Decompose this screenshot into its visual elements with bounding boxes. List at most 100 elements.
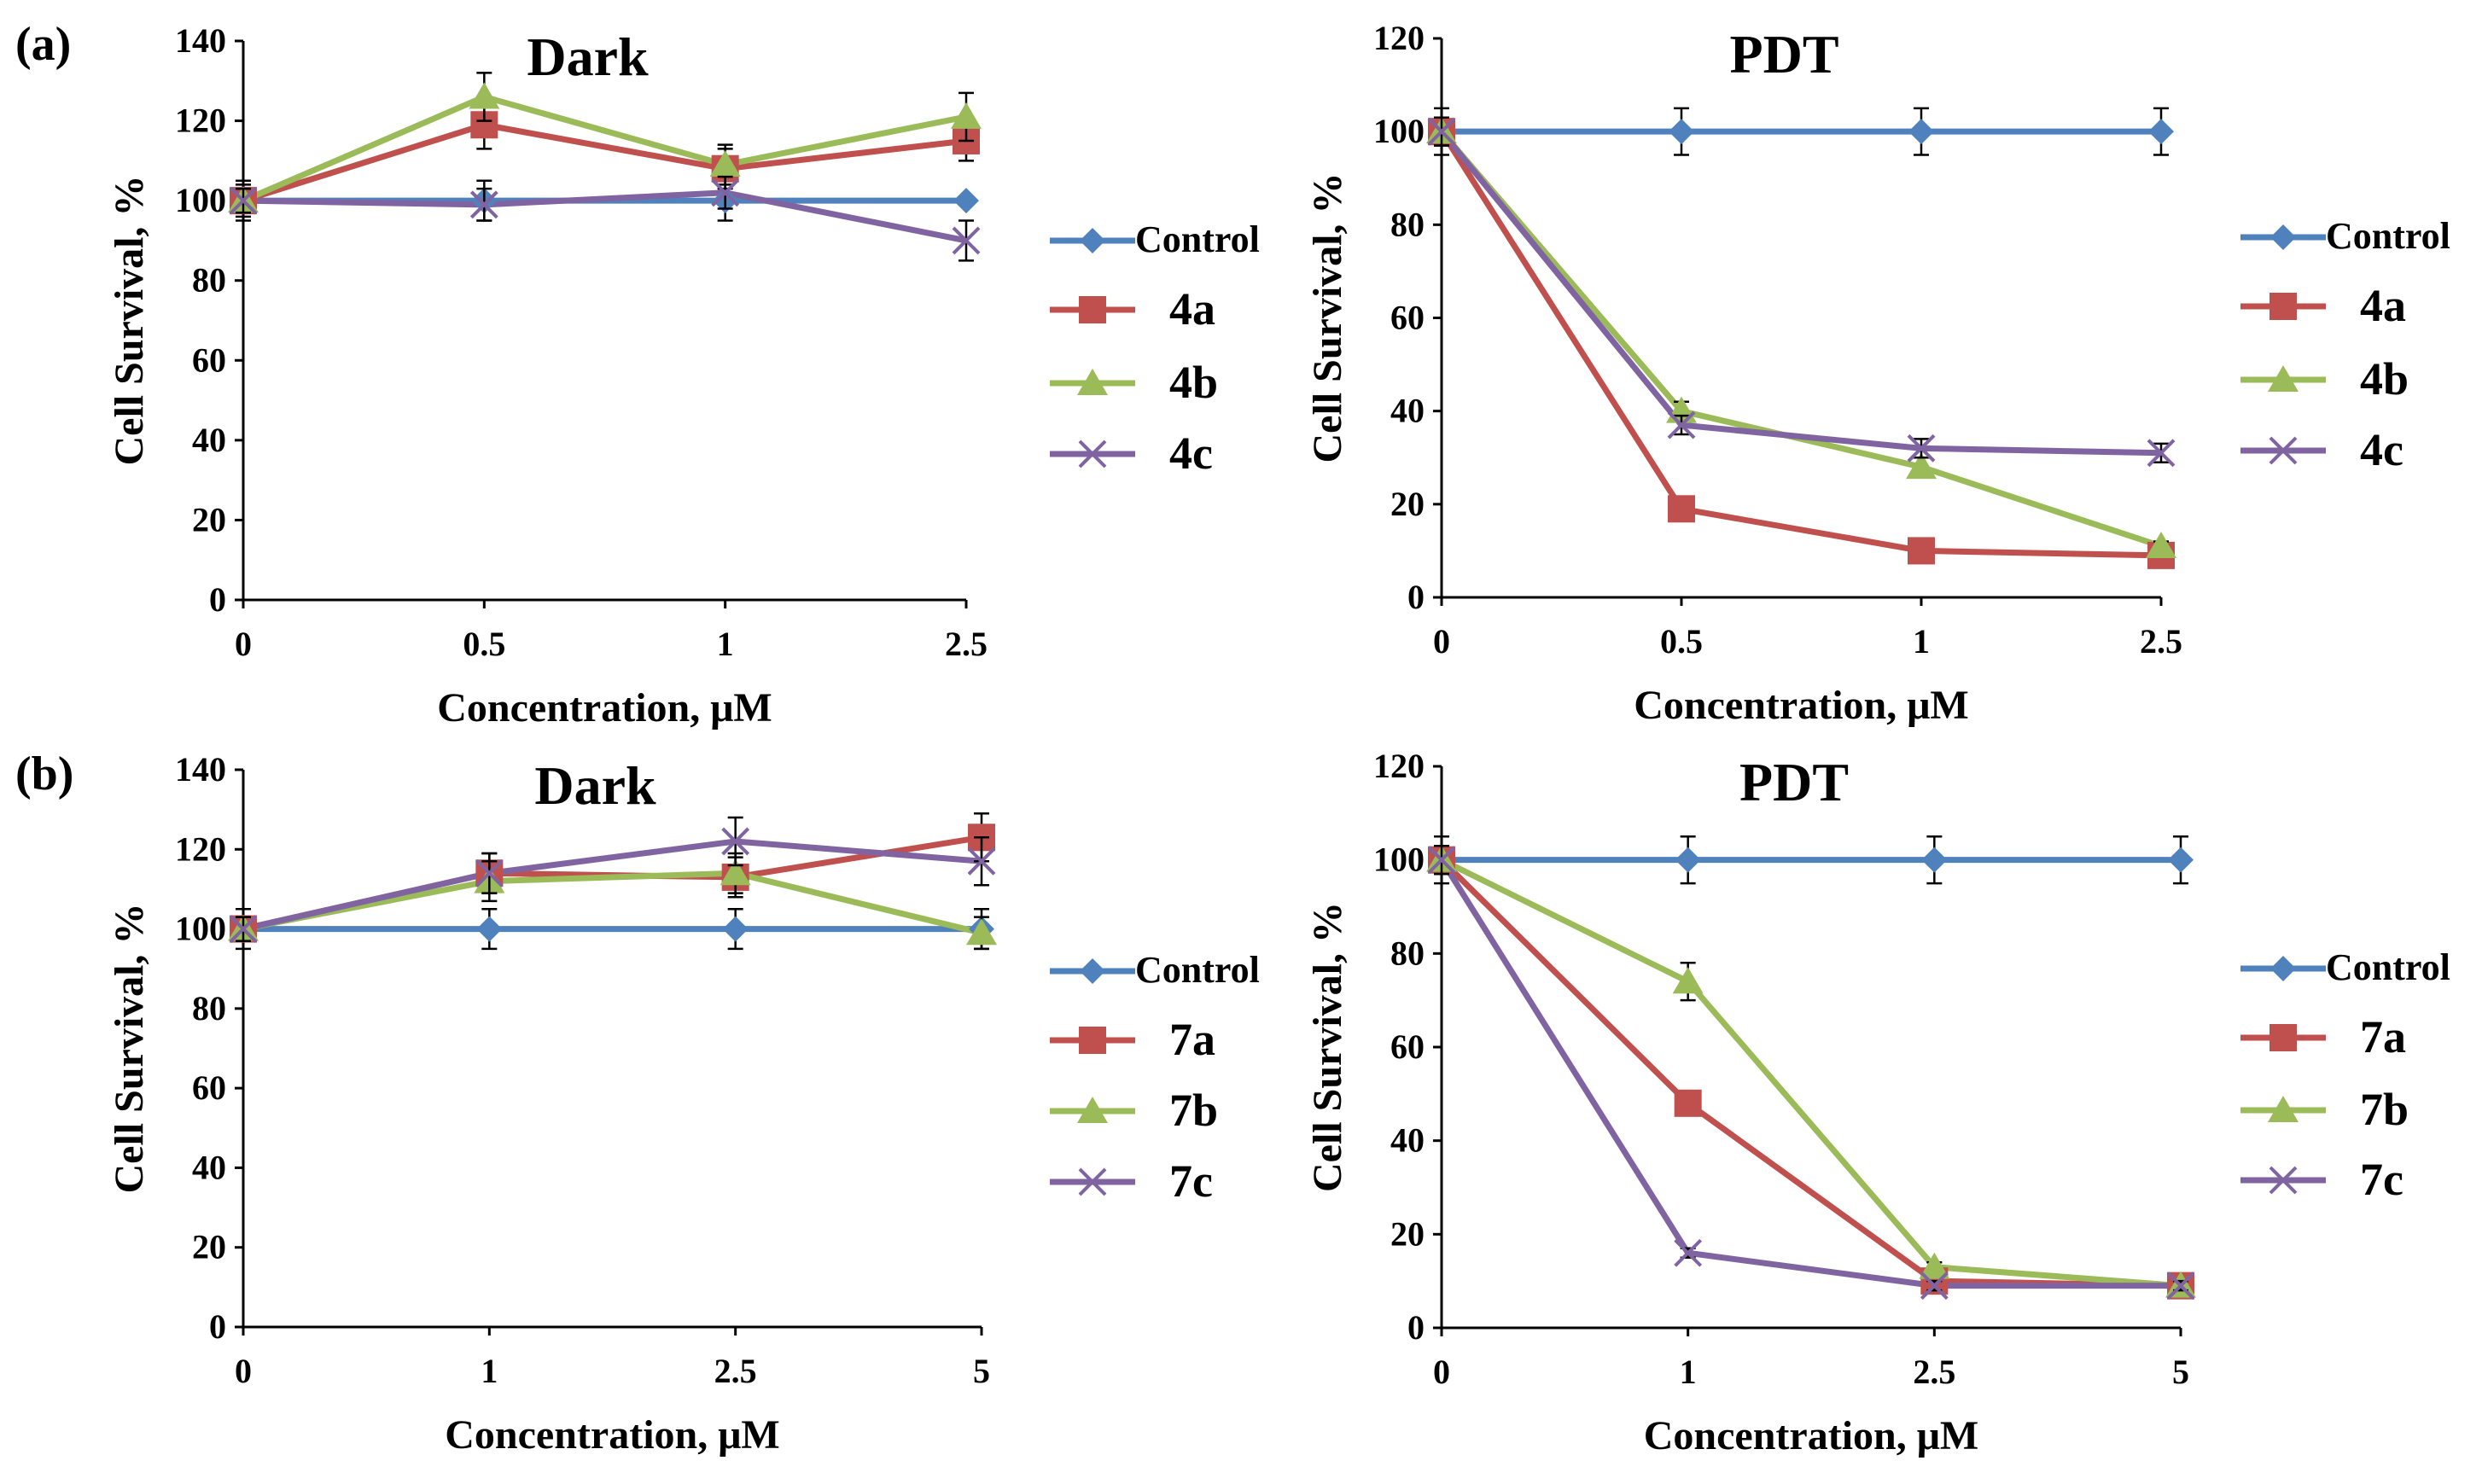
data-point-4c-0 [1427,117,1456,146]
data-point-7b-5 [966,918,997,946]
series-4b [1426,116,2176,558]
legend-marker-4c [2269,436,2298,465]
y-tick-label: 0 [1407,578,1425,616]
legend: Control 7a 7b 7c [1050,949,1260,1207]
y-tick-label: 20 [192,1228,226,1266]
chart-4: PDT 0 20 40 60 80 100 120 0 1 2.5 5 Concentration, μ… [1305,747,2450,1458]
legend: Control 7a 7b 7c [2240,946,2450,1205]
legend-label-7a: 7a [1169,1014,1215,1065]
data-point-Control-2.5 [953,188,979,214]
y-tick-label: 140 [175,750,226,789]
legend-marker-4c [1078,439,1107,468]
series-line-4c [1439,129,2162,457]
data-point-4b-0.5 [469,82,500,109]
y-tick-label: 40 [1390,1121,1425,1160]
data-point-7c-5 [2166,1272,2195,1301]
y-tick-label: 0 [209,580,226,619]
series-line-7c [1439,858,2181,1289]
y-tick-label: 120 [1373,747,1425,785]
x-tick-label: 1 [1680,1353,1697,1391]
y-tick-label: 120 [1373,19,1425,57]
y-tick-label: 60 [192,340,226,379]
data-point-7a-1 [1674,1089,1702,1117]
y-tick-label: 0 [209,1307,226,1346]
legend-label-7a: 7a [2360,1011,2406,1062]
y-tick-label: 80 [1390,205,1425,243]
series-7b [228,852,997,951]
data-point-Control-5 [2168,847,2194,873]
chart-title: PDT [1739,752,1849,812]
data-point-4c-2.5 [2147,439,2176,468]
series-line-4c [242,189,967,244]
data-point-4b-1 [1906,452,1937,480]
x-tick-label: 1 [1913,622,1930,661]
data-point-7c-2.5 [721,827,750,856]
y-tick-label: 100 [1373,112,1425,150]
legend-marker-7a [1079,1027,1106,1054]
x-axis-label: Concentration, μM [445,1412,779,1458]
data-point-4c-1 [711,178,740,207]
x-tick-label: 1 [717,625,734,663]
series-line-4a [242,121,967,204]
data-point-7c-0 [1427,846,1456,875]
y-tick-label: 0 [1407,1308,1425,1347]
data-point-7b-2.5 [1919,1252,1950,1279]
series-line-4b [242,94,967,204]
y-axis-label: Cell Survival, % [107,903,152,1193]
legend-label-4a: 4a [1169,283,1215,335]
x-tick-label: 0 [1433,622,1450,661]
chart-3: Dark 0 20 40 60 80 100 120 140 0 1 2.5 5 Concentratio… [107,750,1260,1458]
legend-label-Control: Control [1135,218,1260,260]
x-tick-label: 1 [481,1352,498,1390]
data-point-7c-5 [967,847,996,876]
data-point-Control-1 [1908,119,1934,145]
data-point-7c-2.5 [1920,1272,1949,1301]
x-tick-label: 0 [235,1352,252,1390]
data-point-Control-1 [476,916,503,942]
legend-marker-4a [1079,296,1106,323]
x-axis-label: Concentration, μM [1634,683,1968,728]
chart-1: Dark 0 20 40 60 80 100 120 140 0 0.5 1 2.5 Concentrat… [107,21,1260,730]
y-tick-label: 100 [175,181,226,219]
data-point-4c-0 [229,186,258,215]
legend-label-4c: 4c [2360,424,2404,475]
legend-label-7b: 7b [1169,1085,1218,1136]
legend-marker-Control [2270,956,2296,981]
y-tick-label: 80 [1390,934,1425,972]
panel-label-a: (a) [15,18,72,71]
y-tick-label: 20 [192,500,226,538]
chart-title: Dark [527,26,649,87]
data-point-Control-2.5 [2148,119,2174,145]
legend-label-Control: Control [2326,946,2450,988]
data-point-4c-1 [1907,434,1936,463]
x-axis-label: Concentration, μM [437,685,772,730]
y-axis-label: Cell Survival, % [1305,172,1350,463]
y-tick-label: 60 [1390,1027,1425,1066]
chart-title: Dark [534,755,656,816]
legend-label-Control: Control [1135,949,1260,991]
series-line-7c [242,838,982,932]
legend-label-4a: 4a [2360,280,2406,331]
series-7c [229,816,996,943]
data-point-7b-1 [1672,967,1704,994]
chart-2: PDT 0 20 40 60 80 100 120 0 0.5 1 2.5 Concentration,… [1305,19,2450,728]
legend-marker-7c [1078,1167,1107,1196]
y-tick-label: 100 [175,910,226,948]
data-point-7c-1 [475,858,504,887]
series-7b [1426,844,2196,1298]
legend: Control 4a 4b 4c [2240,215,2450,475]
legend-marker-Control [2270,224,2296,250]
y-tick-label: 60 [192,1068,226,1107]
legend-marker-7b [1077,1097,1108,1123]
legend-label-Control: Control [2326,215,2450,257]
data-point-4b-2.5 [2146,531,2176,558]
x-axis-label: Concentration, μM [1644,1413,1978,1458]
y-tick-label: 40 [192,1148,226,1186]
x-tick-label: 0 [235,625,252,663]
x-tick-label: 2.5 [1913,1353,1955,1391]
legend-label-7c: 7c [2360,1154,2404,1205]
legend-marker-7c [2269,1166,2298,1195]
data-point-4b-1 [709,150,741,177]
data-point-4a-1 [1908,537,1935,565]
